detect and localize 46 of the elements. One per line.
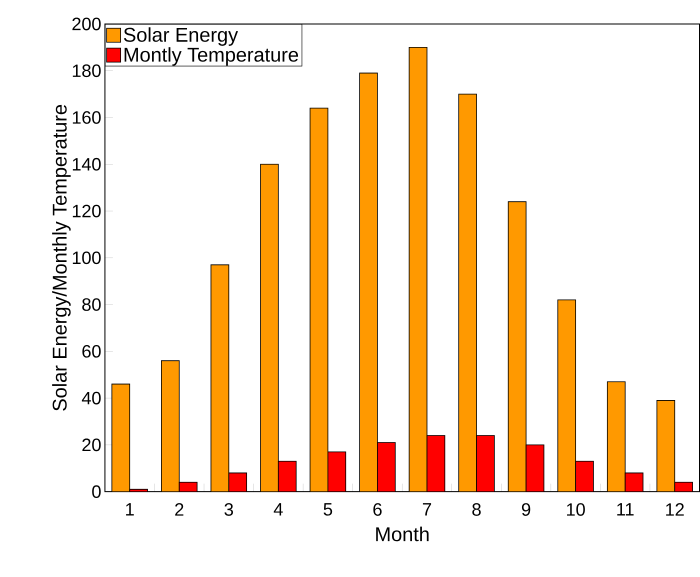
y-tick-label: 120 <box>72 204 101 218</box>
bar <box>310 108 328 492</box>
x-tick-label: 9 <box>522 503 530 516</box>
bar <box>377 442 396 492</box>
x-tick-label: 3 <box>224 503 233 516</box>
x-tick-label: 2 <box>175 503 184 516</box>
bar <box>458 94 477 492</box>
bar <box>409 48 427 492</box>
y-axis-title: Solar Energy/Monthly Temperature <box>52 105 71 411</box>
y-tick-label: 100 <box>72 252 101 264</box>
bar <box>260 164 278 492</box>
y-tick-label: 140 <box>72 158 101 171</box>
x-axis-title: Month <box>376 526 429 542</box>
bar <box>558 300 576 492</box>
y-tick-label: 40 <box>82 392 101 405</box>
x-tick-label: 8 <box>472 503 481 516</box>
bar <box>508 202 526 492</box>
x-tick-label: 11 <box>617 503 634 516</box>
x-tick-label: 12 <box>666 503 684 516</box>
bar <box>476 436 494 492</box>
y-tick-label: 200 <box>72 18 101 31</box>
x-tick-label: 4 <box>274 503 283 516</box>
bar <box>360 73 378 492</box>
bar <box>328 452 346 492</box>
y-tick-label: 80 <box>82 298 101 312</box>
bar <box>161 360 180 492</box>
x-tick-label: 1 <box>126 503 134 516</box>
bar <box>278 461 296 492</box>
y-tick-label: 20 <box>82 438 101 452</box>
bar <box>426 436 445 492</box>
bar <box>112 384 130 492</box>
x-tick-label: 7 <box>422 503 432 516</box>
bar <box>607 382 626 492</box>
bar <box>526 445 544 492</box>
bar <box>656 400 676 492</box>
x-tick-label: 6 <box>373 503 382 516</box>
bar <box>576 461 594 492</box>
legend-label: Montly Temperature <box>124 47 298 66</box>
y-tick-label: 0 <box>92 485 101 498</box>
bar <box>210 265 229 492</box>
x-tick-label: 5 <box>324 503 332 516</box>
legend-label: Solar Energy <box>124 27 238 46</box>
y-tick-label: 180 <box>72 64 101 78</box>
x-tick-label: 10 <box>567 503 585 516</box>
y-tick-label: 160 <box>72 111 101 124</box>
y-tick-label: 60 <box>82 345 101 358</box>
